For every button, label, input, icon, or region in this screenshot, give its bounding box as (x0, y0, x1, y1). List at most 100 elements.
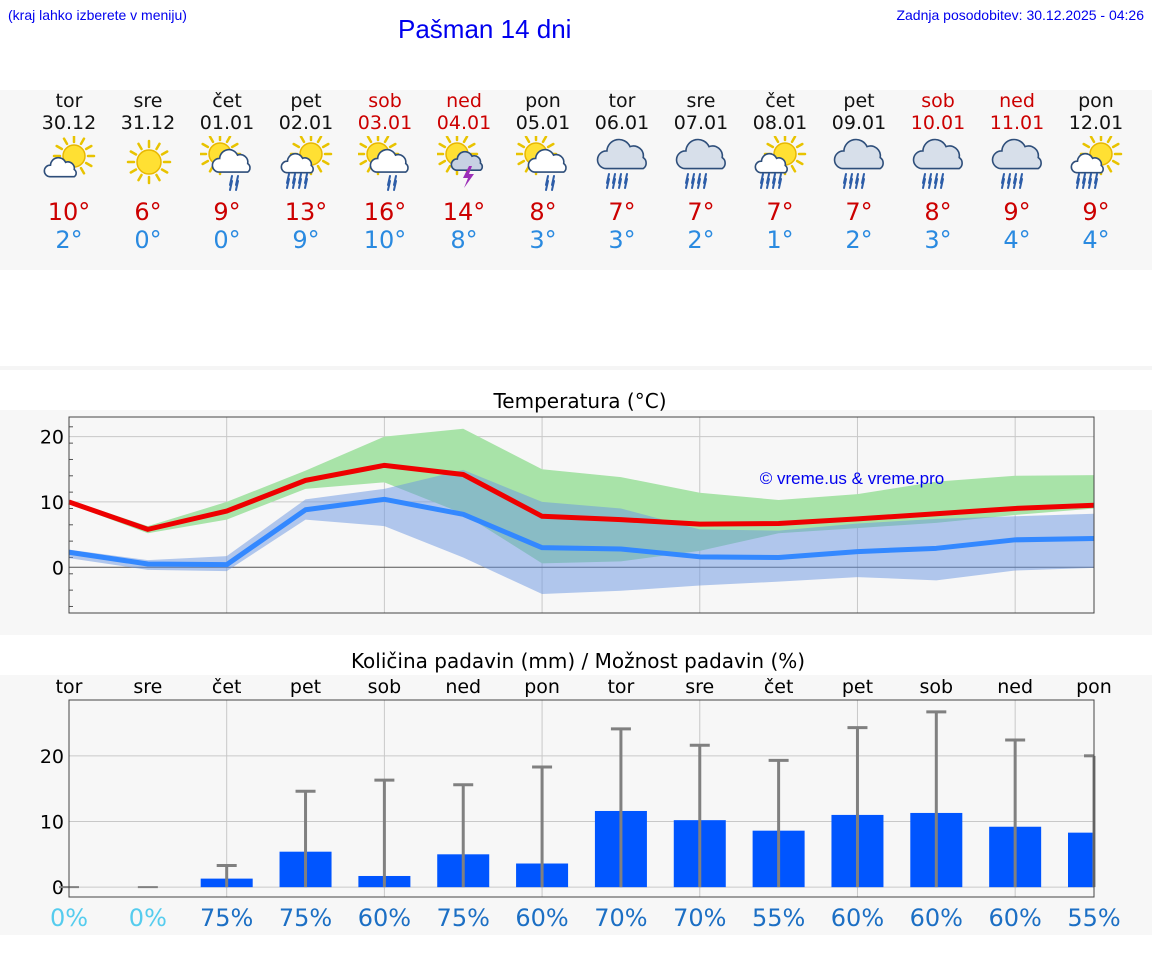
day-date: 03.01 (357, 112, 413, 134)
day-weekday: pet (290, 90, 322, 112)
sun-cloud-heavy-rain-icon (1070, 136, 1123, 189)
max-temperature: 6° (134, 198, 162, 226)
min-temperature: 3° (529, 226, 557, 254)
min-temperature-line (68, 496, 1095, 568)
min-temperature-band (69, 469, 1094, 595)
sun-cloud-heavy-rain-icon (280, 136, 333, 189)
day-date: 05.01 (515, 112, 571, 134)
day-weekday: sob (921, 90, 955, 112)
page-title: Pašman 14 dni (398, 14, 572, 44)
precip-chance-label: 0% (129, 904, 167, 932)
sun-thunder-icon (437, 136, 483, 188)
location-menu-link[interactable]: (kraj lahko izberete v meniju) (8, 7, 187, 23)
cloud-rain-icon (675, 138, 726, 189)
precip-x-label: sre (685, 676, 714, 698)
max-temperature: 7° (687, 198, 715, 226)
day-column: sre 07.01 7° 2° (661, 90, 741, 270)
day-date: 12.01 (1068, 112, 1124, 134)
precip-chance-label: 55% (1067, 904, 1120, 932)
day-column: pet 09.01 7° 2° (819, 90, 899, 270)
cloud-rain-icon (912, 138, 963, 189)
partly-cloudy-icon (43, 136, 96, 178)
precip-x-label: čet (212, 676, 242, 698)
day-weekday: ned (999, 90, 1035, 112)
precip-chance-label: 60% (831, 904, 884, 932)
cloud-rain-icon (596, 138, 647, 189)
day-column: ned 11.01 9° 4° (977, 90, 1057, 270)
precip-chance-label: 60% (910, 904, 963, 932)
precip-x-label: ned (445, 676, 481, 698)
divider (0, 366, 1152, 370)
max-temperature: 9° (1082, 198, 1110, 226)
precip-chance-label: 55% (752, 904, 805, 932)
precip-chance-label: 60% (988, 904, 1041, 932)
min-temperature: 4° (1003, 226, 1031, 254)
day-weekday: sob (368, 90, 402, 112)
max-temperature: 13° (284, 198, 328, 226)
day-weekday: sre (133, 90, 163, 112)
precip-plot-frame (68, 699, 1095, 898)
day-date: 07.01 (673, 112, 729, 134)
min-temperature: 9° (292, 226, 320, 254)
day-weekday: pon (1078, 90, 1114, 112)
day-date: 01.01 (199, 112, 255, 134)
day-weekday: tor (55, 90, 83, 112)
max-temperature: 9° (213, 198, 241, 226)
day-weekday: tor (608, 90, 636, 112)
max-temperature: 14° (442, 198, 486, 226)
precip-x-label: sre (133, 676, 162, 698)
max-temperature: 7° (845, 198, 873, 226)
precip-chance-label: 60% (358, 904, 411, 932)
day-date: 10.01 (910, 112, 966, 134)
day-weekday: sre (686, 90, 716, 112)
precip-x-label: pon (524, 676, 560, 698)
precip-chance-label: 70% (594, 904, 647, 932)
y-tick-label: 0 (52, 557, 64, 579)
day-weekday: čet (212, 90, 242, 112)
min-temperature: 0° (213, 226, 241, 254)
precip-chance-label: 60% (515, 904, 568, 932)
day-date: 11.01 (989, 112, 1045, 134)
cloud-rain-icon (833, 138, 884, 189)
min-temperature: 1° (766, 226, 794, 254)
day-column: sob 03.01 16° 10° (345, 90, 425, 270)
min-temperature: 8° (450, 226, 478, 254)
day-date: 06.01 (594, 112, 650, 134)
day-weekday: ned (446, 90, 482, 112)
sun-cloud-rain-icon (358, 136, 409, 191)
min-temperature: 10° (363, 226, 407, 254)
min-temperature: 2° (55, 226, 83, 254)
precip-bar (1068, 832, 1094, 888)
day-column: pet 02.01 13° 9° (266, 90, 346, 270)
precip-x-label: tor (607, 676, 634, 698)
max-temperature: 7° (608, 198, 636, 226)
sun-icon (126, 139, 172, 185)
min-temperature: 4° (1082, 226, 1110, 254)
day-column: čet 08.01 7° 1° (740, 90, 820, 270)
y-tick-label: 20 (40, 746, 64, 768)
temperature-chart-title: Temperatura (°C) (492, 389, 666, 413)
day-weekday: pon (525, 90, 561, 112)
watermark: © vreme.us & vreme.pro (760, 469, 944, 488)
day-date: 08.01 (752, 112, 808, 134)
day-date: 31.12 (120, 112, 176, 134)
day-column: čet 01.01 9° 0° (187, 90, 267, 270)
max-temperature: 10° (47, 198, 91, 226)
y-tick-label: 10 (40, 492, 64, 514)
max-temperature-band (69, 428, 1094, 564)
min-temperature: 2° (845, 226, 873, 254)
y-tick-label: 0 (52, 877, 64, 899)
day-date: 04.01 (436, 112, 492, 134)
precip-x-label: pet (842, 676, 873, 698)
precip-x-label: sob (920, 676, 954, 698)
sun-cloud-rain-icon (516, 136, 567, 191)
min-temperature: 3° (924, 226, 952, 254)
precip-x-label: pet (290, 676, 321, 698)
max-temperature: 8° (529, 198, 557, 226)
day-column: pon 05.01 8° 3° (503, 90, 583, 270)
precip-chance-label: 75% (437, 904, 490, 932)
day-column: sre 31.12 6° 0° (108, 90, 188, 270)
day-weekday: pet (843, 90, 875, 112)
max-temperature: 8° (924, 198, 952, 226)
max-temperature: 7° (766, 198, 794, 226)
